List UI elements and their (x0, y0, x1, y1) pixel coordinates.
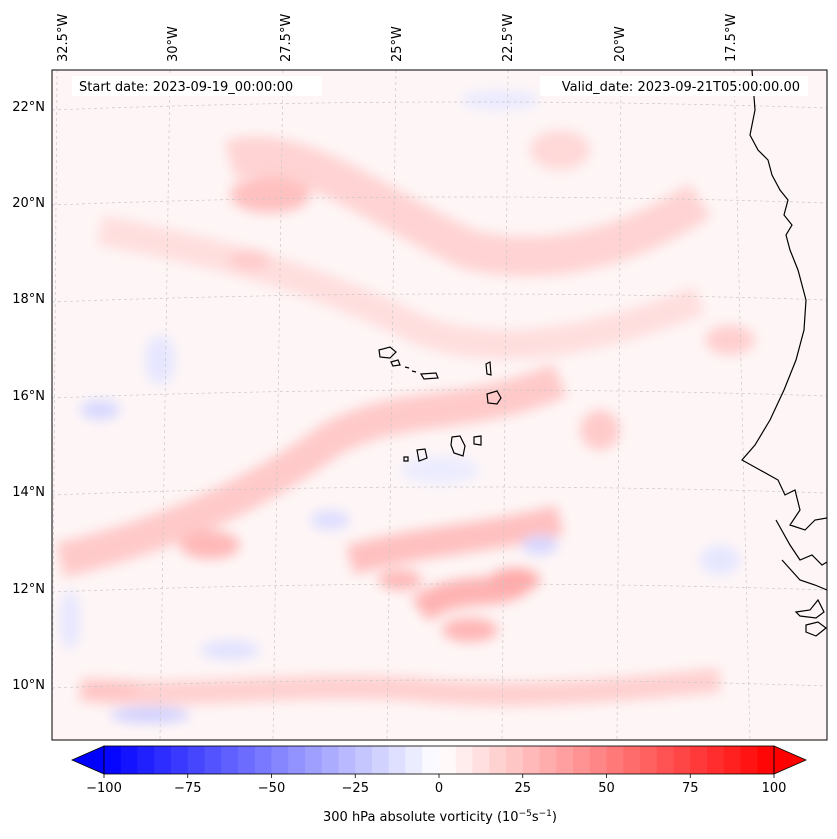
start-date-label: Start date: 2023-09-19_00:00:00 (79, 80, 293, 95)
colorbar-tick-label: 100 (762, 781, 787, 796)
colorbar-segment (640, 746, 658, 774)
colorbar-extend-max (773, 745, 807, 775)
colorbar-tick-label: −100 (86, 781, 122, 796)
start-date-box (72, 76, 322, 96)
colorbar-segment (104, 746, 122, 774)
colorbar-segment (137, 746, 155, 774)
lon-label-27-5w: 27.5°W (279, 14, 294, 62)
island-santa-luzia (404, 366, 410, 369)
island-sal (485, 361, 492, 376)
island-small (411, 370, 417, 373)
colorbar-segment (439, 746, 457, 774)
colorbar-segment (171, 746, 189, 774)
colorbar-segment (573, 746, 591, 774)
colorbar-segment (321, 746, 340, 774)
island-sao-vicente (390, 359, 401, 367)
colorbar-segment (405, 746, 423, 774)
lat-label-22n: 22°N (12, 100, 45, 115)
valid-date-box (540, 76, 808, 96)
colorbar-segment (154, 746, 172, 774)
colorbar-tick-label: −50 (258, 781, 285, 796)
colorbar-segment (355, 746, 373, 774)
colorbar-tick-label: −25 (342, 781, 369, 796)
colorbar-tick-label: 50 (598, 781, 615, 796)
colorbar-segment (221, 746, 239, 774)
colorbar-extend-min (71, 745, 105, 775)
vorticity-field (56, 90, 755, 723)
colorbar-segment (556, 746, 574, 774)
lat-label-20n: 20°N (12, 196, 45, 211)
bijagos-island-1 (794, 598, 825, 619)
island-sao-nicolau (419, 372, 439, 380)
colorbar-segment (757, 746, 775, 774)
colorbar-segment (673, 746, 691, 774)
colorbar-segment (489, 746, 507, 774)
colorbar-segment (723, 746, 742, 774)
africa-coast (741, 70, 827, 531)
island-santiago (450, 435, 466, 457)
colorbar-segment (606, 746, 624, 774)
colorbar-segment (271, 746, 289, 774)
colorbar-segment (254, 746, 273, 774)
colorbar-segment (690, 746, 708, 774)
colorbar-segment (288, 746, 306, 774)
lat-label-10n: 10°N (12, 678, 45, 693)
island-santo-antao (378, 346, 397, 359)
colorbar-segment (388, 746, 407, 774)
colorbar-segment (707, 746, 725, 774)
colorbar-segment (623, 746, 641, 774)
colorbar-ticks: −100 −75 −50 −25 0 25 50 75 100 (86, 774, 786, 796)
colorbar-segment (204, 746, 222, 774)
island-brava (403, 456, 409, 462)
lat-label-14n: 14°N (12, 485, 45, 500)
coastlines (378, 70, 827, 637)
colorbar-tick-label: 25 (514, 781, 531, 796)
graticule (52, 70, 827, 740)
colorbar-segment (338, 746, 356, 774)
colorbar-tick-label: 75 (682, 781, 699, 796)
island-boa-vista (486, 390, 502, 405)
lon-label-32-5w: 32.5°W (56, 14, 71, 62)
lon-label-22-5w: 22.5°W (501, 14, 516, 62)
colorbar-segment (656, 746, 675, 774)
island-fogo (416, 448, 428, 462)
colorbar-tick-label: 0 (435, 781, 443, 796)
colorbar-segment (506, 746, 524, 774)
colorbar-segment (372, 746, 390, 774)
colorbar-label: 300 hPa absolute vorticity (10−5s−1) (323, 809, 557, 825)
lat-label-18n: 18°N (12, 292, 45, 307)
colorbar-segment (589, 746, 608, 774)
colorbar-segment (455, 746, 474, 774)
colorbar-segment (238, 746, 256, 774)
map-frame (51, 69, 828, 741)
lon-label-17-5w: 17.5°W (724, 14, 739, 62)
lon-label-30w: 30°W (166, 26, 181, 62)
colorbar-segment (305, 746, 323, 774)
colorbar-segment (539, 746, 557, 774)
colorbar-segment (740, 746, 758, 774)
colorbar-segments (104, 746, 775, 774)
guinea-coast (781, 559, 827, 591)
lat-label-16n: 16°N (12, 389, 45, 404)
valid-date-label: Valid_date: 2023-09-21T05:00:00.00 (562, 80, 800, 95)
colorbar-segment (120, 746, 139, 774)
lon-label-20w: 20°W (613, 26, 628, 62)
africa-coast-south (775, 519, 827, 566)
island-maio (473, 435, 482, 446)
lat-label-12n: 12°N (12, 582, 45, 597)
colorbar-segment (187, 746, 206, 774)
colorbar-tick-label: −75 (174, 781, 201, 796)
bijagos-island-2 (805, 621, 827, 637)
colorbar-segment (472, 746, 490, 774)
colorbar-segment (522, 746, 541, 774)
colorbar-segment (422, 746, 440, 774)
colorbar: −100 −75 −50 −25 0 25 50 75 100 300 hPa absolute… (71, 745, 807, 825)
lon-label-25w: 25°W (390, 26, 405, 62)
